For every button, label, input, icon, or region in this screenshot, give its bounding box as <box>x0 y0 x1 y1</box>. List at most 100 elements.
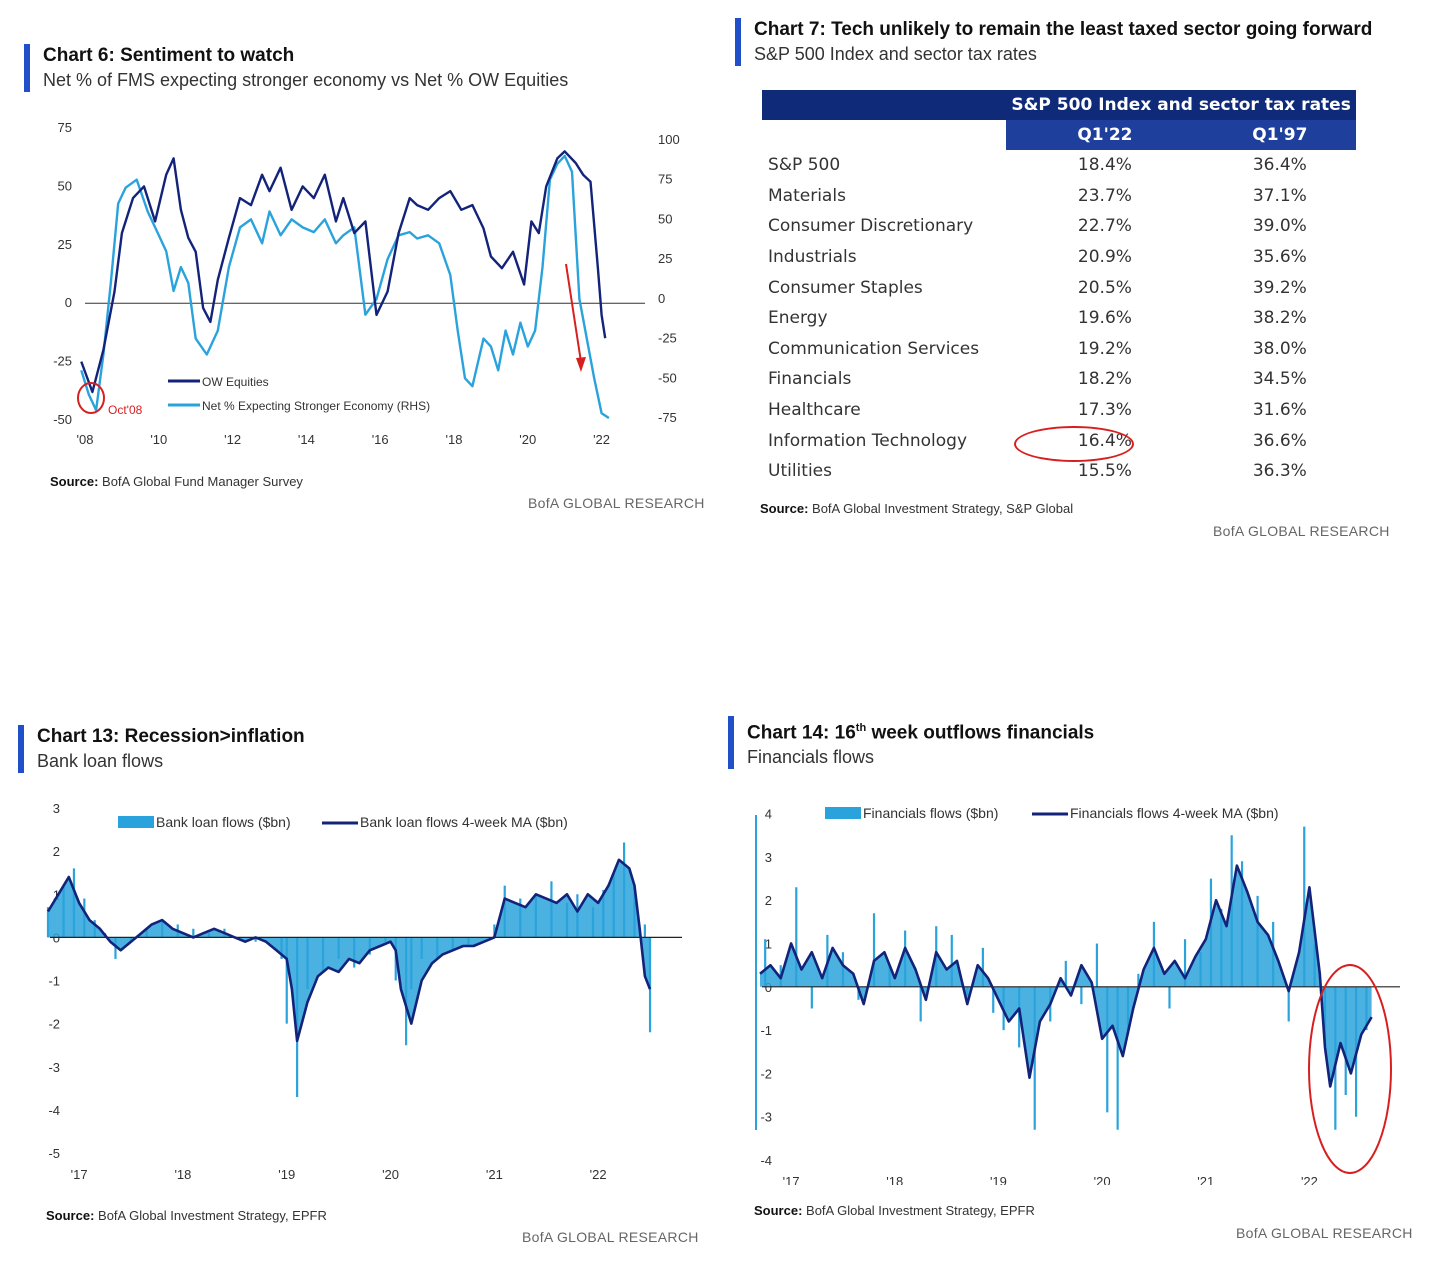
chart7-source: Source: BofA Global Investment Strategy,… <box>760 501 1073 516</box>
chart13-subtitle: Bank loan flows <box>37 751 164 771</box>
y-left-tick-label: 75 <box>58 120 72 135</box>
y-tick-label: 2 <box>53 844 60 859</box>
x-tick-label: '20 <box>382 1167 399 1182</box>
y-right-tick-label: -25 <box>658 331 677 346</box>
x-tick-label: '08 <box>77 432 94 447</box>
table-header-blank-2 <box>762 120 1007 150</box>
chart14-header: Chart 14: 16th week outflows financials … <box>728 716 1094 770</box>
table-row: Utilities 15.5% 36.3% <box>762 456 1356 487</box>
table-row: Communication Services 19.2% 38.0% <box>762 334 1356 365</box>
y-tick-label: -4 <box>760 1153 772 1168</box>
chart14-title-sup: th <box>855 722 867 734</box>
table-body: S&P 500 18.4% 36.4% Materials 23.7% 37.1% Co… <box>762 150 1356 487</box>
chart13-title: Chart 13: Recession>inflation <box>37 726 305 747</box>
row-label: Utilities <box>768 461 832 482</box>
chart14-plot: 43210-1-2-3-4'17'18'19'20'21'22Financial… <box>755 805 1400 1185</box>
table-row: Consumer Staples 20.5% 39.2% <box>762 272 1356 303</box>
row-q1-22: 18.2% <box>1077 369 1132 390</box>
table-row: Healthcare 17.3% 31.6% <box>762 395 1356 426</box>
y-left-tick-label: 25 <box>58 237 72 252</box>
table-column-header-row: Q1'22 Q1'97 <box>762 120 1356 150</box>
chart13-source-label: Source: <box>46 1208 95 1223</box>
x-tick-label: '10 <box>150 432 167 447</box>
c13-legend-label-bars: Bank loan flows ($bn) <box>156 814 291 830</box>
y-tick-label: -5 <box>48 1146 60 1161</box>
legend-label-ow-equities: OW Equities <box>202 375 269 389</box>
x-tick-label: '21 <box>1197 1174 1214 1185</box>
table-row: Industrials 20.9% 35.6% <box>762 242 1356 273</box>
row-label: Energy <box>768 308 828 329</box>
row-q1-97: 34.5% <box>1252 369 1307 390</box>
y-tick-label: -2 <box>48 1017 60 1032</box>
y-left-tick-label: -25 <box>53 354 72 369</box>
table-header-blank <box>762 90 1007 120</box>
row-q1-22: 20.5% <box>1077 277 1132 298</box>
chart7-subtitle: S&P 500 Index and sector tax rates <box>754 44 1037 64</box>
x-tick-label: '18 <box>174 1167 191 1182</box>
table-row: Consumer Discretionary 22.7% 39.0% <box>762 211 1356 242</box>
c13-legend-swatch-bars <box>118 816 154 828</box>
x-tick-label: '17 <box>71 1167 88 1182</box>
x-tick-label: '20 <box>1094 1174 1111 1185</box>
x-tick-label: '16 <box>372 432 389 447</box>
table-row: Financials 18.2% 34.5% <box>762 364 1356 395</box>
y-tick-label: -4 <box>48 1103 60 1118</box>
chart6-source: Source: BofA Global Fund Manager Survey <box>50 474 303 489</box>
row-label: Industrials <box>768 247 857 268</box>
row-q1-97: 38.0% <box>1252 338 1307 359</box>
chart13-panel: Chart 13: Recession>inflation Bank loan … <box>0 700 700 1260</box>
row-q1-22: 23.7% <box>1077 185 1132 206</box>
y-tick-label: -2 <box>760 1066 772 1081</box>
row-q1-97: 36.3% <box>1252 461 1307 482</box>
row-q1-22: 17.3% <box>1077 400 1132 421</box>
y-tick-label: -3 <box>760 1110 772 1125</box>
c14-flow-area <box>760 865 1372 1087</box>
chart7-credit: BofA GLOBAL RESEARCH <box>1213 523 1390 539</box>
column-header-q1-22: Q1'22 <box>1006 120 1204 150</box>
row-q1-22: 15.5% <box>1077 461 1132 482</box>
chart14-title-prefix: Chart 14: 16 <box>747 722 856 744</box>
x-tick-label: '19 <box>278 1167 295 1182</box>
chart13-source: Source: BofA Global Investment Strategy,… <box>46 1208 327 1223</box>
chart7-source-text: BofA Global Investment Strategy, S&P Glo… <box>812 501 1074 516</box>
c13-legend-label-line: Bank loan flows 4-week MA ($bn) <box>360 814 568 830</box>
tax-rate-table: S&P 500 Index and sector tax rates Q1'22… <box>762 90 1356 487</box>
y-tick-label: 1 <box>53 887 60 902</box>
table-group-header: S&P 500 Index and sector tax rates <box>1006 90 1356 120</box>
table-group-header-row: S&P 500 Index and sector tax rates <box>762 90 1356 120</box>
row-label: Materials <box>768 185 846 206</box>
annotation-arrow-shaft <box>565 263 582 363</box>
highlight-circle <box>1014 426 1134 462</box>
y-right-tick-label: 25 <box>658 251 672 266</box>
table-row: S&P 500 18.4% 36.4% <box>762 150 1356 181</box>
chart6-source-text: BofA Global Fund Manager Survey <box>102 474 303 489</box>
row-q1-22: 20.9% <box>1077 247 1132 268</box>
row-q1-22: 19.2% <box>1077 338 1132 359</box>
row-q1-97: 39.0% <box>1252 216 1307 237</box>
x-tick-label: '12 <box>224 432 241 447</box>
row-q1-22: 22.7% <box>1077 216 1132 237</box>
y-tick-label: 3 <box>765 850 772 865</box>
y-right-tick-label: 50 <box>658 211 672 226</box>
chart13-source-text: BofA Global Investment Strategy, EPFR <box>98 1208 327 1223</box>
column-header-q1-97: Q1'97 <box>1203 120 1356 150</box>
row-q1-97: 31.6% <box>1252 400 1307 421</box>
row-label: Financials <box>768 369 852 390</box>
table-row: Energy 19.6% 38.2% <box>762 303 1356 334</box>
x-tick-label: '21 <box>486 1167 503 1182</box>
series-line-stronger-economy <box>80 154 610 420</box>
c14-legend-label-bars: Financials flows ($bn) <box>863 805 998 821</box>
x-tick-label: '19 <box>990 1174 1007 1185</box>
chart7-source-label: Source: <box>760 501 809 516</box>
chart7-title: Chart 7: Tech unlikely to remain the lea… <box>754 19 1373 40</box>
y-right-tick-label: 75 <box>658 172 672 187</box>
row-q1-97: 35.6% <box>1252 247 1307 268</box>
chart6-plot: 75 50 25 0 -25 -50 100 75 50 25 0 -25 -50 -75 '08 '10 '1… <box>53 120 680 447</box>
series-line-ow-equities <box>80 150 607 394</box>
chart14-credit: BofA GLOBAL RESEARCH <box>1236 1225 1413 1241</box>
x-tick-label: '22 <box>593 432 610 447</box>
x-tick-label: '14 <box>298 432 315 447</box>
row-label: Information Technology <box>768 430 968 451</box>
annotation-circle <box>77 382 105 414</box>
